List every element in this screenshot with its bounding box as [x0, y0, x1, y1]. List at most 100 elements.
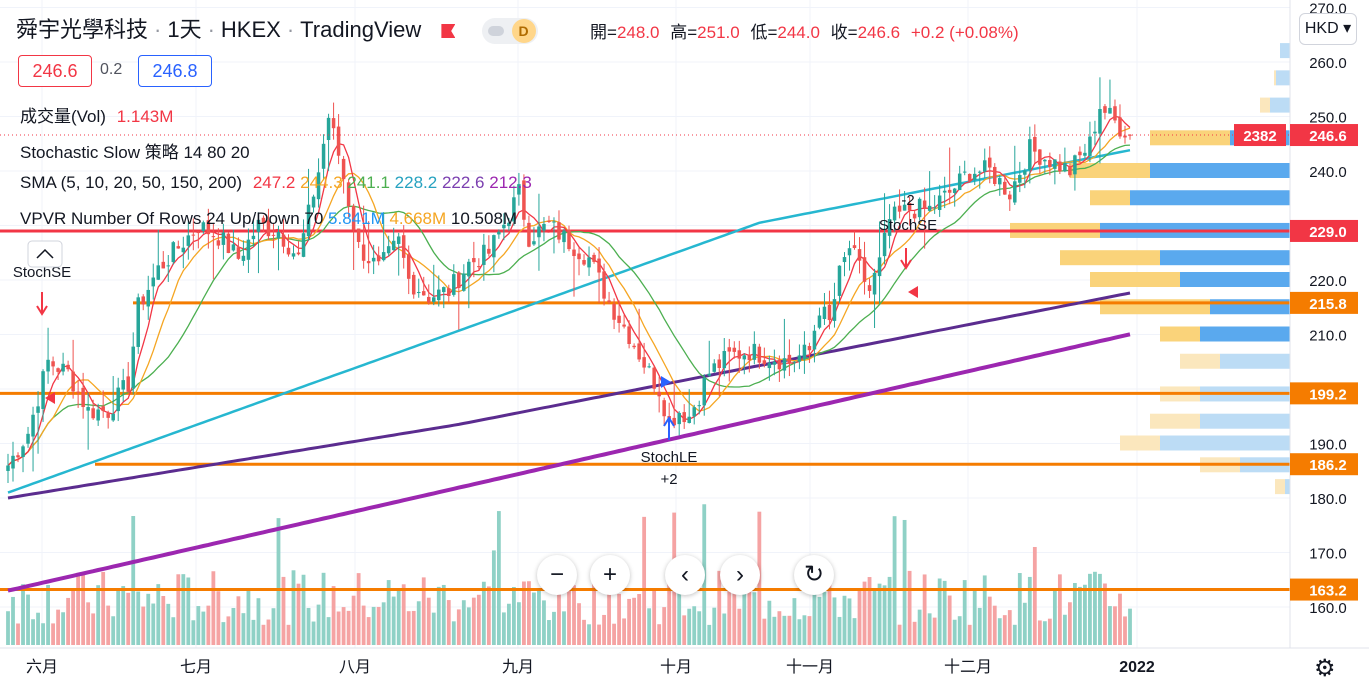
scroll-right-button[interactable]: ›	[720, 555, 760, 595]
candle-body	[967, 173, 972, 181]
currency-select[interactable]: HKD ▾	[1299, 13, 1357, 45]
volume-bar	[1002, 615, 1007, 645]
level-label-bg	[1290, 291, 1358, 314]
y-tick-label: 190.0	[1309, 437, 1347, 454]
candle-body	[842, 257, 847, 263]
volume-legend[interactable]: 成交量(Vol) 1.143M	[20, 102, 173, 127]
volume-bar	[892, 516, 897, 645]
volume-bar	[41, 623, 45, 645]
volume-bar	[176, 574, 181, 645]
volume-bar	[316, 604, 321, 645]
candle-body	[151, 277, 156, 287]
volume-bar	[532, 592, 536, 645]
volume-bar	[862, 581, 867, 645]
candle-body	[987, 157, 992, 168]
candle-body	[411, 274, 416, 295]
volume-bar	[116, 590, 121, 645]
volume-bar	[652, 588, 657, 645]
volume-bar	[852, 618, 857, 645]
candle-body	[852, 245, 857, 249]
candle-body	[972, 173, 977, 180]
candle-body	[221, 232, 226, 245]
candle-body	[772, 361, 777, 365]
candle-body	[216, 240, 221, 246]
volume-label: 成交量(Vol)	[20, 107, 106, 126]
volume-bar	[466, 607, 471, 645]
volume-bar	[662, 607, 667, 645]
volume-bar	[1042, 621, 1047, 645]
reset-chart-button[interactable]: ↻	[794, 555, 834, 595]
volume-bar	[411, 610, 416, 645]
candle-body	[937, 195, 942, 210]
zoom-out-button[interactable]: −	[537, 555, 577, 595]
volume-bar	[827, 572, 832, 645]
symbol-name[interactable]: 舜宇光學科技	[16, 17, 149, 42]
candle-body	[251, 235, 256, 240]
volume-bar	[266, 619, 271, 645]
candle-body	[452, 274, 456, 295]
candle-body	[697, 405, 701, 407]
candle-body	[36, 406, 40, 413]
level-label: 229.0	[1309, 224, 1347, 241]
flag-icon[interactable]	[441, 24, 456, 38]
volume-bar	[727, 586, 732, 645]
volume-bar	[1052, 589, 1057, 645]
stochastic-legend[interactable]: Stochastic Slow 策略 14 80 20	[20, 143, 250, 162]
ask-price-button[interactable]: 246.8	[138, 55, 212, 87]
volume-bar	[481, 581, 486, 645]
candle-body	[537, 226, 541, 238]
candle-body	[51, 361, 55, 367]
sma5-value: 247.2	[252, 173, 296, 192]
x-tick-label: 七月	[180, 658, 212, 676]
sma-legend[interactable]: SMA (5, 10, 20, 50, 150, 200) 247.2 244.…	[20, 173, 532, 193]
source-label: TradingView	[300, 17, 422, 42]
level-label-bg	[1290, 453, 1358, 476]
volume-bar	[752, 592, 757, 645]
settings-gear-icon[interactable]: ⚙	[1314, 655, 1336, 682]
vpvr-legend[interactable]: VPVR Number Of Rows 24 Up/Down 70 5.841M…	[20, 209, 517, 229]
candle-body	[497, 231, 501, 235]
scroll-left-button[interactable]: ‹	[665, 555, 705, 595]
candle-body	[41, 371, 45, 409]
candle-body	[682, 412, 686, 423]
volume-bar	[101, 571, 106, 645]
zoom-in-button[interactable]: +	[590, 555, 630, 595]
volume-bar	[887, 576, 892, 645]
market-status-pill[interactable]: D	[481, 18, 538, 45]
y-tick-label: 180.0	[1309, 491, 1347, 508]
volume-bar	[567, 572, 571, 645]
candle-body	[732, 347, 737, 352]
volume-bar	[1083, 584, 1087, 645]
volume-bar	[587, 624, 591, 645]
volume-bar	[707, 624, 712, 645]
volume-bar	[201, 611, 206, 645]
candle-body	[46, 359, 50, 372]
volume-bar	[56, 609, 60, 645]
candle-body	[802, 344, 807, 359]
volume-bar	[667, 583, 672, 645]
level-label: 199.2	[1309, 386, 1347, 403]
candle-body	[942, 190, 947, 193]
x-tick-label: 十一月	[786, 658, 834, 676]
candle-body	[6, 465, 10, 471]
volume-bar	[1072, 583, 1077, 645]
candle-body	[627, 326, 631, 345]
volume-bar	[857, 588, 862, 645]
chevron-up-icon	[36, 248, 54, 259]
volume-bar	[511, 587, 516, 645]
volume-bar	[987, 596, 992, 645]
volume-bar	[146, 593, 151, 645]
candle-body	[952, 188, 957, 194]
volume-bar	[36, 612, 40, 645]
candle-body	[477, 266, 481, 268]
interval-label[interactable]: 1天	[167, 17, 202, 42]
candle-body	[1053, 159, 1057, 169]
volume-bar	[982, 575, 987, 645]
vpvr-up-bar	[1280, 43, 1290, 59]
candle-body	[487, 248, 491, 254]
candle-body	[457, 272, 461, 289]
candle-body	[567, 229, 571, 250]
volume-bar	[832, 597, 837, 645]
bid-price-button[interactable]: 246.6	[18, 55, 92, 87]
